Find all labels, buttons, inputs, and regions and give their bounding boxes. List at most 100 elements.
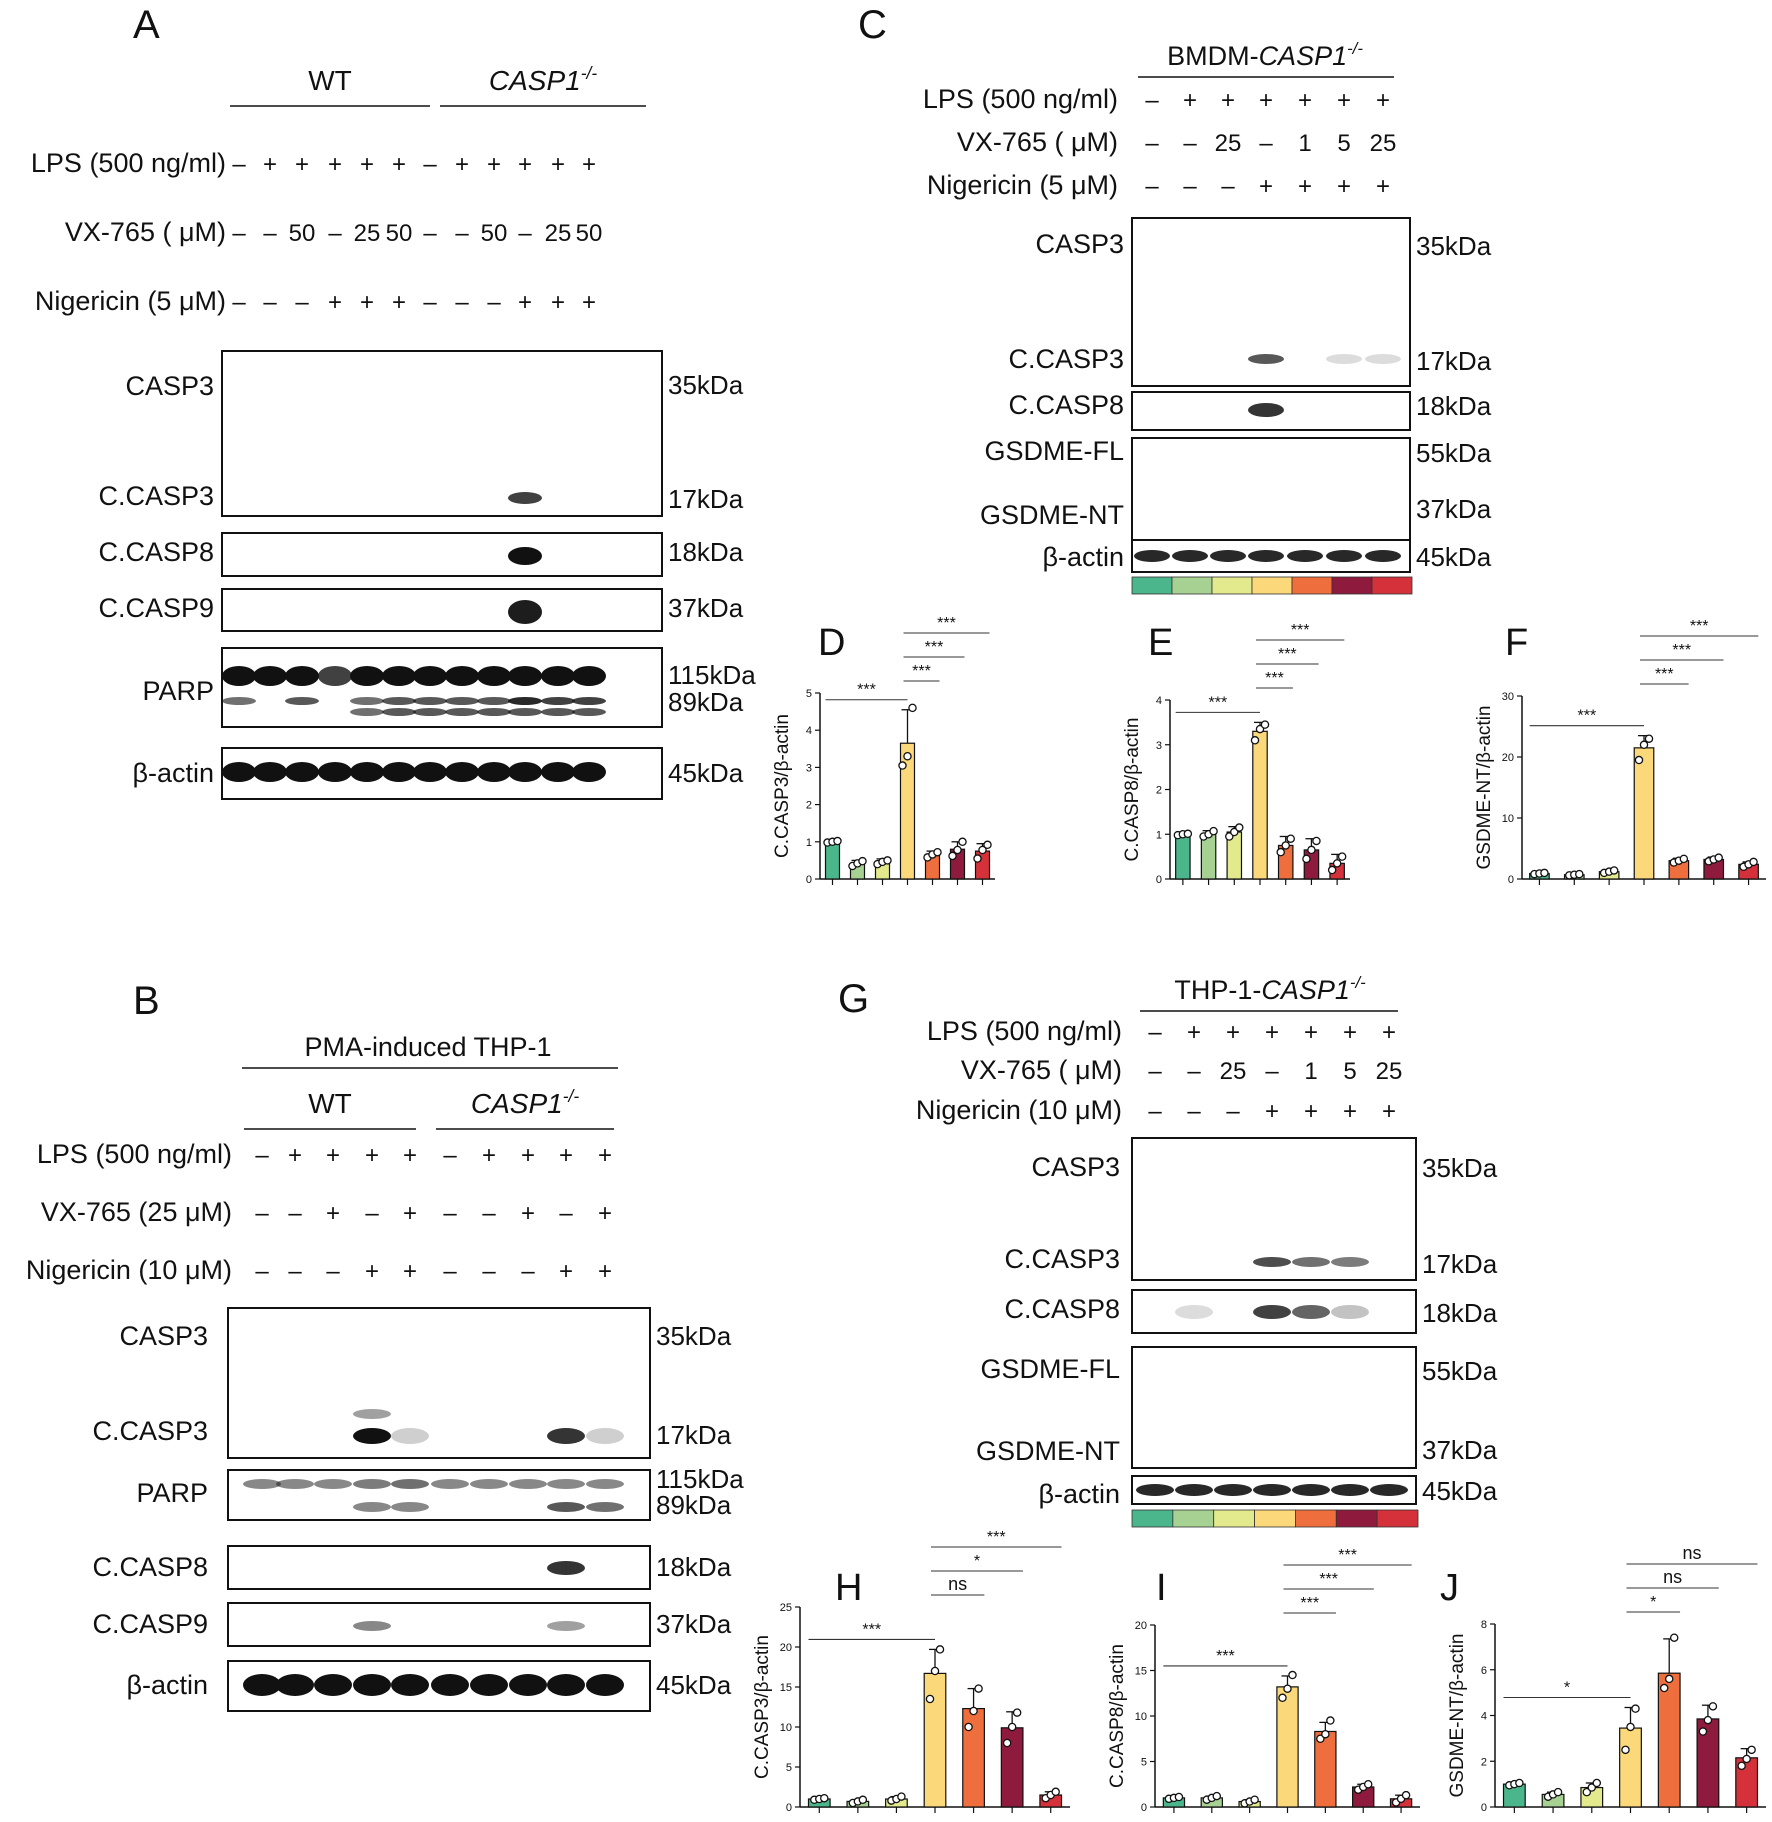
condition-value: –: [288, 1258, 302, 1285]
blot-label: C.CASP8: [1004, 1294, 1120, 1324]
condition-label: VX-765 ( μM): [65, 217, 226, 247]
significance-label: ***: [1208, 694, 1227, 711]
condition-value: –: [232, 289, 246, 316]
blot-band: [1370, 1484, 1408, 1496]
condition-value: –: [1183, 130, 1197, 157]
y-tick-label: 2: [806, 800, 812, 812]
mw-marker: 37kDa: [1416, 494, 1492, 524]
condition-value: 50: [386, 220, 413, 247]
blot-box: [227, 1469, 651, 1521]
band-row: [353, 1409, 624, 1444]
data-point: [1553, 1787, 1563, 1797]
condition-value: 25: [354, 220, 381, 247]
y-tick-label: 4: [806, 725, 812, 737]
condition-value: +: [1304, 1098, 1318, 1125]
panel-letter: D: [818, 622, 845, 664]
data-point: [1742, 1754, 1751, 1764]
data-point: [1302, 854, 1311, 864]
y-tick-label: 10: [780, 1722, 792, 1734]
data-point: [1659, 1683, 1669, 1693]
condition-value: +: [487, 151, 501, 178]
y-tick-label: 4: [1481, 1711, 1487, 1723]
mw-marker: 17kDa: [668, 484, 744, 514]
lane-color-key: [1376, 1509, 1419, 1528]
blot-band: [547, 1479, 585, 1489]
band-row: [1136, 1484, 1408, 1496]
y-tick-label: 0: [786, 1802, 792, 1814]
data-point: [858, 856, 867, 866]
condition-value: +: [1183, 87, 1197, 114]
condition-value: –: [255, 1200, 269, 1227]
condition-value: +: [365, 1258, 379, 1285]
blot-band: [508, 600, 542, 624]
panel-letter: B: [133, 979, 160, 1023]
data-point: [1288, 1670, 1297, 1680]
blot-band: [541, 666, 575, 686]
blot-band: [541, 708, 575, 716]
condition-label: VX-765 ( μM): [957, 127, 1118, 157]
blot-band: [350, 697, 384, 705]
lane-color-key: [1211, 576, 1253, 595]
data-point: [883, 856, 892, 865]
significance-label: ***: [1655, 666, 1674, 683]
blot-band: [445, 708, 479, 716]
panel-letter: G: [838, 977, 869, 1021]
condition-value: +: [1382, 1098, 1396, 1125]
blot-band: [1326, 550, 1362, 562]
panel-A: AWT CASP1-/-LPS (500 ng/ml) – + + + + + – + + + + +VX…: [31, 3, 756, 800]
data-point: [1183, 829, 1193, 839]
blot-band: [1365, 354, 1401, 364]
data-point: [948, 851, 957, 861]
lane-color-key: [1291, 576, 1333, 595]
data-point: [1286, 834, 1295, 843]
blot-label: β-actin: [132, 758, 214, 788]
condition-value: +: [328, 289, 342, 316]
y-tick-label: 10: [1135, 1711, 1147, 1723]
significance-label: ***: [1278, 646, 1297, 663]
mw-marker: 37kDa: [1422, 1435, 1498, 1465]
blot-band: [350, 708, 384, 716]
condition-value: –: [1187, 1058, 1201, 1085]
condition-value: –: [482, 1200, 496, 1227]
data-point: [1698, 1727, 1708, 1736]
blot-band: [1214, 1484, 1252, 1496]
band-row: [222, 666, 606, 716]
data-point: [1708, 1702, 1718, 1711]
y-tick-label: 30: [1502, 691, 1514, 703]
blot-label: CASP3: [125, 371, 214, 401]
blot-box: [1131, 1137, 1417, 1281]
data-point: [1592, 1778, 1602, 1788]
blot-box: [221, 532, 663, 577]
mw-marker: 45kDa: [1416, 542, 1492, 572]
condition-label: VX-765 (25 μM): [41, 1197, 232, 1227]
data-point: [930, 1666, 940, 1676]
condition-value: +: [263, 151, 277, 178]
data-point: [1714, 853, 1723, 862]
data-point: [1639, 740, 1649, 750]
panel-letter: H: [835, 1567, 862, 1609]
significance-label: ***: [862, 1621, 881, 1638]
data-point: [964, 1722, 973, 1732]
data-point: [1621, 1745, 1630, 1755]
condition-value: +: [582, 289, 596, 316]
blot-band: [1210, 550, 1246, 562]
blot-band: [382, 708, 416, 716]
condition-value: 50: [576, 220, 603, 247]
lane-color-key: [1131, 576, 1173, 595]
blot-band: [547, 1621, 585, 1631]
blot-band: [572, 697, 606, 705]
condition-value: –: [487, 289, 501, 316]
bar: [1633, 747, 1655, 880]
blot-box: [1131, 1346, 1417, 1469]
data-point: [1703, 1715, 1713, 1725]
condition-value: –: [521, 1258, 535, 1285]
blot-band: [1253, 1484, 1291, 1496]
blot-band: [541, 697, 575, 705]
data-point: [1212, 1791, 1222, 1801]
blot-label: C.CASP8: [98, 537, 214, 567]
mw-marker: 45kDa: [668, 758, 744, 788]
blot-box: [221, 588, 663, 632]
data-point: [953, 845, 962, 855]
mw-marker: 17kDa: [1422, 1249, 1498, 1279]
data-point: [1609, 866, 1619, 875]
